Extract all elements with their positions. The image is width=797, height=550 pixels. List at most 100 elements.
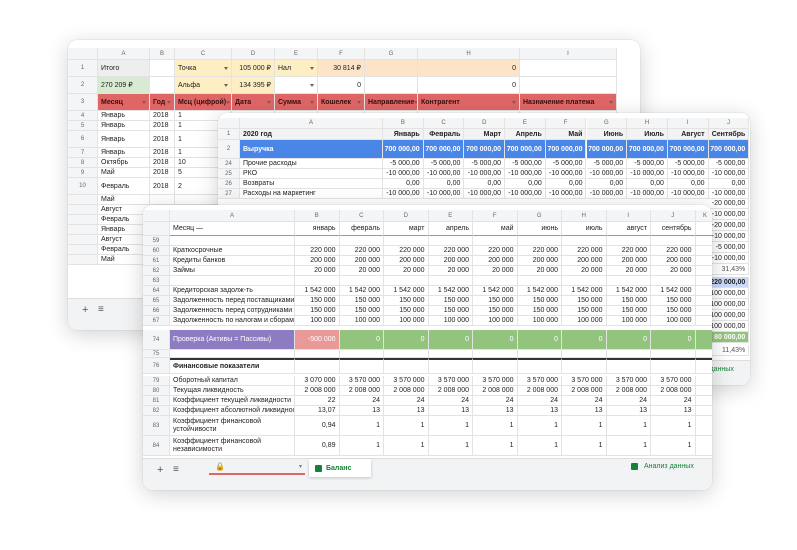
cell: 700 000,00: [505, 140, 546, 159]
column-header: I: [667, 118, 709, 129]
row-number: 65: [143, 296, 170, 306]
cell: 2018: [150, 131, 175, 148]
empty-cell: [150, 195, 175, 205]
row-number: 24: [218, 159, 240, 169]
cell: 24: [473, 396, 518, 406]
cell: 1: [473, 436, 518, 456]
empty-cell: [517, 236, 562, 246]
empty-cell: [517, 358, 562, 374]
column-header: D: [232, 48, 275, 60]
empty-cell: [428, 350, 473, 358]
cell: Коэффициент текущей ликвидности: [170, 396, 295, 406]
cell: Сентябрь: [708, 129, 750, 140]
cell: 1: [384, 416, 429, 436]
cell: Направление: [365, 94, 418, 111]
cell: 2020 год: [240, 129, 383, 140]
cell: 0,00: [586, 179, 628, 189]
row-number: 64: [143, 286, 170, 296]
cell: 0,00: [627, 179, 668, 189]
empty-cell: [384, 236, 429, 246]
column-header: F: [545, 118, 587, 129]
cell: Январь: [98, 131, 150, 148]
cell: -10 000,00: [586, 189, 628, 199]
column-header: A: [240, 118, 383, 129]
cell: 13: [651, 406, 696, 416]
row-number: [68, 205, 98, 215]
cell: 150 000: [295, 306, 340, 316]
cell: Июнь: [586, 129, 628, 140]
cell: май: [473, 222, 518, 236]
cell: 2 008 000: [428, 386, 473, 396]
cell: Апрель: [505, 129, 546, 140]
sheet-tab[interactable]: Баланс: [309, 459, 371, 477]
row-number: 74: [143, 330, 170, 350]
cell: -10 000,00: [667, 189, 709, 199]
cell: 1 542 000: [473, 286, 518, 296]
add-sheet-button[interactable]: +: [82, 304, 89, 316]
cell: 150 000: [384, 296, 429, 306]
cell: Май: [98, 195, 150, 205]
cell: 200 000: [606, 256, 651, 266]
cell: 22: [295, 396, 340, 406]
empty-cell: [339, 358, 384, 374]
cell: 700 000,00: [545, 140, 587, 159]
cell: 220 000: [339, 246, 384, 256]
cell: 2018: [150, 178, 175, 195]
cell: 100 000: [473, 316, 518, 326]
row-number: 27: [218, 189, 240, 199]
column-header: H: [418, 48, 520, 60]
cell: 100 000,00: [708, 288, 750, 299]
cell: Нал: [275, 60, 318, 77]
cell: 3 070 000: [295, 376, 340, 386]
cell: 2 008 000: [384, 386, 429, 396]
cell: 1: [606, 416, 651, 436]
cell: 24: [517, 396, 562, 406]
row-number: 9: [68, 168, 98, 178]
cell: 20 000: [562, 266, 607, 276]
cell: Финансовые показатели: [170, 358, 295, 374]
cell: 11,43%: [708, 345, 750, 356]
cell: Контрагент: [418, 94, 520, 111]
cell: 220 000: [384, 246, 429, 256]
cell: 0: [318, 77, 365, 94]
cell: 0: [428, 330, 473, 350]
cell: 1: [562, 436, 607, 456]
sheet-icon: [315, 464, 322, 472]
cell: Январь: [98, 121, 150, 131]
cell: 150 000: [606, 296, 651, 306]
empty-cell: [695, 436, 712, 456]
cell: 100 000: [295, 316, 340, 326]
cell: 0,00: [464, 179, 506, 189]
row-number: 82: [143, 406, 170, 416]
analysis-button[interactable]: Анализ данных: [631, 463, 694, 470]
cell: 100 000,00: [708, 310, 750, 321]
sheet-list-button[interactable]: ≡: [98, 304, 104, 315]
empty-cell: [562, 276, 607, 286]
cell: 1: [562, 416, 607, 436]
cell: -5 000,00: [505, 159, 546, 169]
cell: 200 000: [473, 256, 518, 266]
row-number: 76: [143, 358, 170, 374]
row-number: 26: [218, 179, 240, 189]
cell: -10 000,00: [708, 209, 750, 220]
column-header: D: [384, 210, 429, 222]
cell: -10 000,00: [667, 169, 709, 179]
cell: 200 000: [651, 256, 696, 266]
cell: -5 000,00: [627, 159, 668, 169]
cell: 700 000,00: [667, 140, 709, 159]
cell: -10 000,00: [505, 169, 546, 179]
column-header: D: [464, 118, 506, 129]
cell: 1: [473, 416, 518, 436]
cell: Возвраты: [240, 179, 383, 189]
add-sheet-button[interactable]: +: [157, 464, 164, 476]
empty-cell: [606, 276, 651, 286]
cell: июль: [562, 222, 607, 236]
locked-tab[interactable]: 🔒 ▾: [209, 459, 305, 475]
cell: август: [606, 222, 651, 236]
cell: 700 000,00: [423, 140, 465, 159]
cell: -10 000,00: [423, 189, 465, 199]
sheet-list-button[interactable]: ≡: [173, 464, 179, 475]
cell: 0: [473, 330, 518, 350]
cell: 24: [339, 396, 384, 406]
cell: 270 209 ₽: [98, 77, 150, 94]
